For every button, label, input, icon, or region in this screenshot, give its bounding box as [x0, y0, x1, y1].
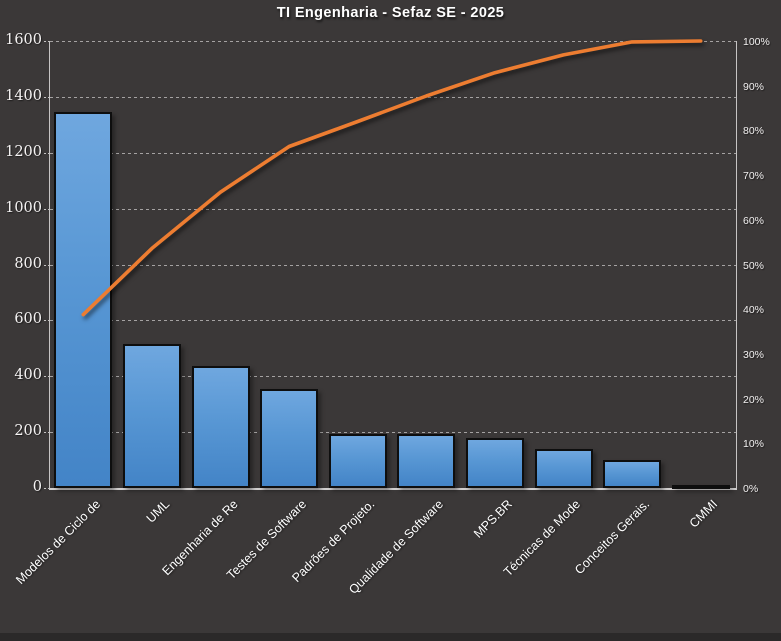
y-tick-label: 400 — [14, 367, 42, 384]
category-label: Modelos de Ciclo de — [13, 497, 104, 587]
category-label: MPS.BR — [471, 497, 515, 541]
bar[interactable] — [534, 448, 593, 488]
y-axis-tick — [43, 320, 49, 322]
gridline — [50, 96, 736, 98]
gridline — [50, 264, 736, 266]
chart-title: TI Engenharia - Sefaz SE - 2025 — [276, 5, 505, 21]
y-tick-label: 600 — [14, 311, 42, 328]
y-axis-tick — [43, 264, 49, 266]
y-axis-tick — [43, 96, 49, 98]
pct-tick-label: 90% — [743, 80, 765, 93]
bar[interactable] — [603, 460, 662, 488]
y-tick-label: 1400 — [5, 87, 42, 104]
pct-tick-label: 70% — [743, 170, 765, 183]
pct-tick-label: 20% — [743, 393, 765, 406]
y-axis-tick — [43, 208, 49, 210]
category-label: UML — [143, 497, 172, 526]
category-label: Engenharia de Re — [159, 497, 241, 579]
cumulative-line[interactable] — [81, 39, 703, 317]
gridline — [50, 320, 736, 322]
y-axis-tick — [43, 432, 49, 434]
bar[interactable] — [397, 433, 456, 488]
bar[interactable] — [260, 388, 319, 488]
pct-tick-label: 0% — [743, 483, 759, 495]
pct-tick-label: 40% — [743, 304, 765, 317]
gridline — [50, 376, 736, 378]
y-axis-tick — [43, 41, 49, 42]
pct-tick-label: 50% — [743, 259, 765, 272]
plot-area — [43, 41, 737, 490]
y-axis-tick — [43, 376, 49, 378]
y-tick-label: 800 — [14, 255, 42, 272]
pct-tick-label: 60% — [743, 214, 765, 227]
bar[interactable] — [122, 344, 181, 488]
bar[interactable] — [465, 437, 524, 488]
bar[interactable] — [671, 485, 730, 490]
bar[interactable] — [191, 366, 250, 488]
gridline — [50, 41, 736, 42]
y-tick-label: 1600 — [5, 32, 42, 48]
y-axis-tick — [43, 152, 49, 154]
bottom-strip — [0, 633, 781, 641]
y-axis-tick — [43, 488, 49, 489]
bar[interactable] — [54, 112, 113, 488]
pct-tick-label: 30% — [743, 348, 765, 361]
y-tick-label: 1000 — [5, 199, 42, 216]
pct-tick-label: 10% — [743, 438, 765, 451]
pct-tick-label: 80% — [743, 125, 765, 138]
cumulative-line-layer — [81, 39, 703, 317]
gridline — [50, 432, 736, 434]
y-tick-label: 0 — [32, 479, 42, 495]
pct-tick-label: 100% — [743, 36, 770, 48]
y-tick-label: 1200 — [5, 143, 42, 160]
category-label: Conceitos Gerais. — [571, 497, 653, 578]
gridline — [50, 152, 736, 154]
bar[interactable] — [328, 433, 387, 488]
y-tick-label: 200 — [14, 423, 42, 440]
gridline — [50, 208, 736, 210]
category-label: CMMI — [687, 497, 721, 531]
